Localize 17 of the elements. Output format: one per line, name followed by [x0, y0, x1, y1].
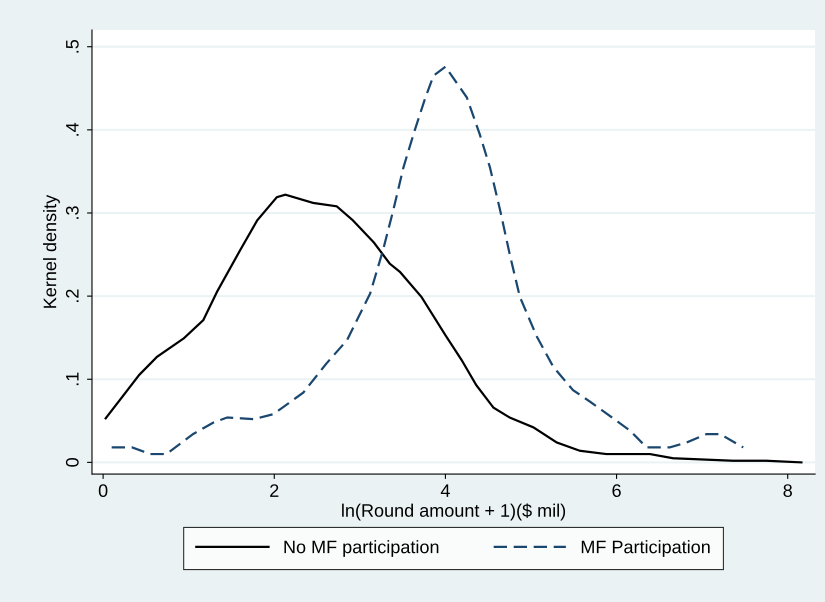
y-tick-label: .1 — [66, 372, 79, 386]
x-tick-label: 6 — [612, 484, 621, 497]
y-axis-title: Kernel density — [43, 194, 60, 308]
y-tick-label: .5 — [66, 40, 79, 53]
x-tick-label: 2 — [270, 484, 278, 497]
legend-label: No MF participation — [284, 540, 438, 557]
y-tick-label: .3 — [66, 206, 79, 219]
line-series — [110, 66, 744, 456]
line-series — [104, 194, 803, 464]
x-tick-label: 4 — [440, 484, 450, 497]
legend-label: MF Participation — [582, 540, 710, 557]
y-tick-label: .4 — [66, 122, 79, 136]
y-tick-label: .2 — [66, 289, 79, 302]
x-tick-label: 0 — [98, 484, 108, 497]
x-axis-title: ln(Round amount + 1)($ mil) — [342, 503, 566, 520]
y-tick-label: 0 — [66, 458, 79, 467]
x-tick-label: 8 — [783, 484, 792, 497]
